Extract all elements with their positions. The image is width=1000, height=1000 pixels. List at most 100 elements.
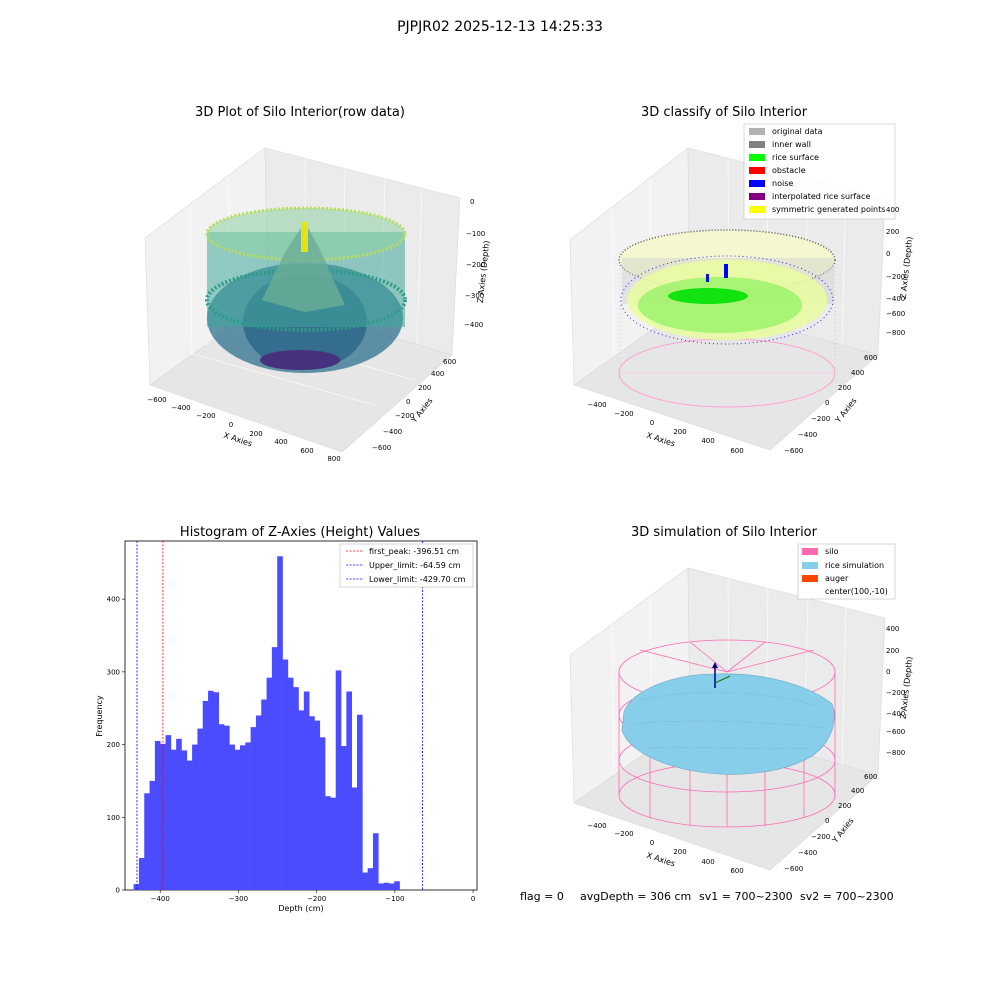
simulation-legend-item: rice simulation	[802, 561, 884, 570]
histogram-bar	[149, 780, 156, 890]
histogram-x-tick-label: −400	[151, 895, 170, 903]
histogram-y-tick-label: 100	[107, 814, 120, 822]
classify-legend-item: inner wall	[749, 140, 811, 149]
histogram-bar	[394, 881, 400, 890]
svg-text:−100: −100	[466, 230, 485, 238]
histogram-bar	[372, 833, 379, 890]
histogram-bar	[303, 691, 310, 890]
histogram-bar	[367, 868, 374, 890]
simulation-panel-title: 3D simulation of Silo Interior	[631, 525, 818, 540]
histogram-y-tick-label: 400	[107, 596, 120, 604]
classify-z-ticks: 400 200 0 −200 −400 −600 −800	[886, 206, 905, 337]
histogram-vlines	[136, 541, 423, 890]
svg-text:original data: original data	[772, 127, 823, 136]
histogram-bar	[346, 691, 352, 890]
histogram-bar	[208, 690, 214, 890]
simulation-z-ticks: 400 200 0 −200 −400 −600 −800	[886, 625, 905, 757]
histogram-bar	[314, 720, 321, 890]
svg-text:−400: −400	[171, 404, 190, 412]
sv2-status: sv2 = 700~2300	[800, 890, 894, 903]
classify-z-label: Z Axies (Depth)	[899, 236, 915, 299]
histogram-bar	[218, 724, 225, 890]
classify-y-ticks: −600 −400 −200 0 200 400 600	[784, 354, 877, 455]
classify-x-label: X Axies	[645, 431, 676, 449]
svg-text:400: 400	[274, 438, 287, 446]
histogram-bar	[309, 716, 315, 890]
histogram-bar	[362, 872, 368, 890]
svg-text:−200: −200	[811, 833, 830, 841]
classify-legend-item: interpolated rice surface	[749, 192, 870, 201]
simulation-legend: silo rice simulation auger center(100,-1…	[797, 543, 896, 600]
svg-text:−400: −400	[587, 401, 606, 409]
raw-data-panel[interactable]: 3D Plot of Silo Interior(row data)	[144, 105, 491, 463]
histogram-bar	[388, 883, 395, 890]
classify-panel[interactable]: 3D classify of Silo Interior	[569, 105, 915, 455]
histogram-bar	[197, 728, 204, 890]
histogram-x-tick-label: −100	[385, 895, 404, 903]
simulation-legend-item: silo	[802, 547, 839, 556]
svg-text:400: 400	[886, 206, 899, 214]
histogram-bar	[351, 787, 358, 890]
histogram-legend: first_peak: -396.51 cm Upper_limit: -64.…	[339, 543, 474, 588]
figure-suptitle: PJPJR02 2025-12-13 14:25:33	[397, 19, 603, 35]
simulation-y-label: Y Axies	[830, 816, 856, 845]
histogram-legend-item: Lower_limit: -429.70 cm	[346, 575, 466, 584]
svg-text:−400: −400	[886, 710, 905, 718]
histogram-bar	[245, 742, 251, 890]
histogram-bar	[181, 750, 188, 890]
svg-text:−200: −200	[886, 689, 905, 697]
histogram-y-tick-label: 300	[107, 668, 120, 676]
histogram-panel[interactable]: Histogram of Z-Axies (Height) Values −40…	[95, 525, 478, 913]
svg-text:inner wall: inner wall	[772, 140, 811, 149]
svg-text:600: 600	[864, 773, 877, 781]
histogram-bar	[229, 744, 235, 890]
histogram-bar	[271, 647, 278, 890]
histogram-bar	[202, 700, 209, 890]
svg-text:−600: −600	[784, 865, 803, 873]
svg-text:600: 600	[300, 447, 313, 455]
histogram-bar	[234, 749, 241, 890]
svg-text:200: 200	[418, 384, 431, 392]
histogram-bar	[144, 793, 150, 890]
classify-x-ticks: −400 −200 0 200 400 600	[587, 401, 743, 455]
svg-text:200: 200	[886, 228, 899, 236]
histogram-bar	[335, 670, 342, 890]
svg-text:800: 800	[327, 455, 340, 463]
histogram-bar	[165, 735, 172, 890]
svg-text:0: 0	[229, 421, 233, 429]
histogram-legend-item: first_peak: -396.51 cm	[346, 547, 459, 556]
svg-text:−600: −600	[886, 728, 905, 736]
histogram-bar	[325, 796, 331, 890]
svg-text:400: 400	[886, 625, 899, 633]
status-line: flag = 0 avgDepth = 306 cm sv1 = 700~230…	[520, 890, 894, 903]
classify-legend-item: original data	[749, 127, 823, 136]
histogram-y-tick-label: 200	[107, 741, 120, 749]
svg-text:400: 400	[701, 437, 714, 445]
histogram-bar	[224, 725, 230, 890]
svg-text:200: 200	[249, 430, 262, 438]
svg-text:−200: −200	[196, 412, 215, 420]
histogram-bar	[250, 727, 257, 890]
svg-text:−200: −200	[395, 412, 414, 420]
flag-status: flag = 0	[520, 890, 564, 903]
histogram-x-tick-label: −300	[229, 895, 248, 903]
histogram-x-tick-label: 0	[471, 895, 475, 903]
simulation-panel[interactable]: 3D simulation of Silo Interior	[569, 525, 914, 875]
svg-text:−400: −400	[383, 428, 402, 436]
histogram-bar	[160, 743, 166, 890]
histogram-bar	[330, 797, 337, 890]
histogram-bar	[319, 737, 326, 890]
histogram-bar	[170, 749, 177, 890]
histogram-bars	[133, 556, 400, 890]
svg-text:200: 200	[838, 384, 851, 392]
svg-text:400: 400	[431, 370, 444, 378]
avg-depth-status: avgDepth = 306 cm	[580, 890, 691, 903]
svg-text:symmetric generated points: symmetric generated points	[772, 205, 885, 214]
svg-text:−400: −400	[464, 321, 483, 329]
histogram-x-tick-label: −200	[307, 895, 326, 903]
svg-text:−200: −200	[811, 415, 830, 423]
svg-text:−800: −800	[886, 329, 905, 337]
histogram-bar	[255, 715, 262, 890]
svg-text:0: 0	[886, 250, 890, 258]
